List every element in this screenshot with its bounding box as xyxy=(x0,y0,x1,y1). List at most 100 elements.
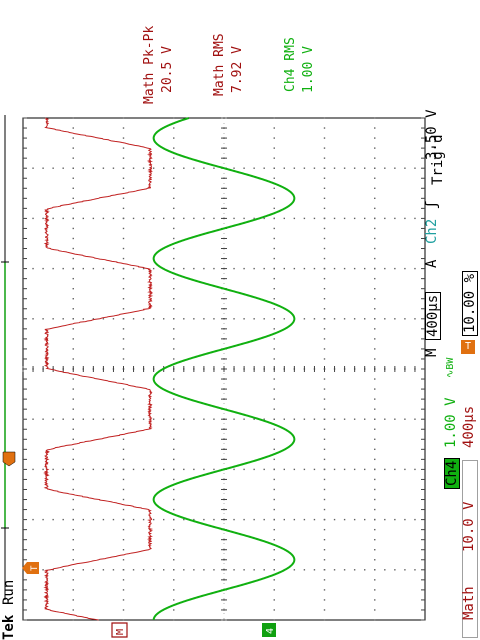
grid-dot xyxy=(73,519,74,520)
grid-dot xyxy=(264,168,265,169)
grid-dot xyxy=(304,519,305,520)
grid-dot xyxy=(73,248,74,249)
grid-dot xyxy=(324,408,325,409)
grid-dot xyxy=(143,519,144,520)
grid-dot xyxy=(123,408,124,409)
grid-dot xyxy=(143,168,144,169)
grid-dot xyxy=(314,168,315,169)
grid-dot xyxy=(173,157,174,158)
grid-dot xyxy=(414,268,415,269)
grid-dot xyxy=(123,298,124,299)
grid-dot xyxy=(123,117,124,118)
grid-dot xyxy=(123,147,124,148)
grid-dot xyxy=(123,378,124,379)
grid-dot xyxy=(173,228,174,229)
grid-dot xyxy=(374,549,375,550)
grid-dot xyxy=(83,569,84,570)
grid-dot xyxy=(274,288,275,289)
grid-dot xyxy=(153,469,154,470)
grid-dot xyxy=(364,268,365,269)
grid-dot xyxy=(324,298,325,299)
grid-dot xyxy=(173,137,174,138)
grid-dot xyxy=(253,569,254,570)
grid-dot xyxy=(133,419,134,420)
grid-dot xyxy=(173,278,174,279)
grid-dot xyxy=(334,268,335,269)
grid-dot xyxy=(324,278,325,279)
grid-dot xyxy=(73,388,74,389)
trigger-position: 10.00 % xyxy=(462,271,478,336)
grid-dot xyxy=(73,308,74,309)
math-ref-label: M xyxy=(115,629,126,635)
grid-dot xyxy=(374,248,375,249)
grid-dot xyxy=(213,318,214,319)
grid-dot xyxy=(314,268,315,269)
grid-dot xyxy=(73,579,74,580)
grid-dot xyxy=(173,419,174,420)
grid-dot xyxy=(123,439,124,440)
grid-dot xyxy=(324,519,325,520)
grid-dot xyxy=(304,168,305,169)
grid-dot xyxy=(32,218,33,219)
grid-dot xyxy=(404,168,405,169)
grid-dot xyxy=(374,539,375,540)
grid-dot xyxy=(324,569,325,570)
grid-dot xyxy=(274,127,275,128)
grid-dot xyxy=(233,168,234,169)
grid-dot xyxy=(284,318,285,319)
grid-dot xyxy=(183,318,184,319)
grid-dot xyxy=(193,218,194,219)
grid-dot xyxy=(83,419,84,420)
grid-dot xyxy=(374,147,375,148)
grid-dot xyxy=(404,519,405,520)
grid-dot xyxy=(233,268,234,269)
grid-dot xyxy=(374,519,375,520)
grid-dot xyxy=(274,599,275,600)
grid-dot xyxy=(123,318,124,319)
grid-dot xyxy=(394,318,395,319)
grid-dot xyxy=(133,569,134,570)
grid-dot xyxy=(274,489,275,490)
grid-dot xyxy=(213,569,214,570)
grid-dot xyxy=(173,398,174,399)
grid-dot xyxy=(63,519,64,520)
trigger-position-icon: T xyxy=(461,340,475,354)
timebase-mode: M xyxy=(425,349,439,357)
grid-dot xyxy=(414,218,415,219)
grid-dot xyxy=(324,188,325,189)
grid-dot xyxy=(274,268,275,269)
grid-dot xyxy=(73,328,74,329)
grid-dot xyxy=(274,439,275,440)
grid-dot xyxy=(374,579,375,580)
grid-dot xyxy=(324,579,325,580)
grid-dot xyxy=(83,469,84,470)
grid-dot xyxy=(173,268,174,269)
grid-dot xyxy=(73,268,74,269)
grid-dot xyxy=(153,569,154,570)
grid-dot xyxy=(274,509,275,510)
grid-dot xyxy=(193,469,194,470)
grid-dot xyxy=(274,499,275,500)
grid-dot xyxy=(324,238,325,239)
grid-dot xyxy=(414,318,415,319)
grid-dot xyxy=(63,469,64,470)
grid-dot xyxy=(233,469,234,470)
grid-dot xyxy=(344,318,345,319)
grid-dot xyxy=(374,429,375,430)
grid-dot xyxy=(304,318,305,319)
grid-dot xyxy=(274,589,275,590)
grid-dot xyxy=(123,358,124,359)
grid-dot xyxy=(103,268,104,269)
grid-dot xyxy=(274,539,275,540)
grid-dot xyxy=(163,569,164,570)
grid-dot xyxy=(123,348,124,349)
grid-dot xyxy=(73,449,74,450)
grid-dot xyxy=(213,419,214,420)
grid-dot xyxy=(73,198,74,199)
grid-dot xyxy=(73,147,74,148)
grid-dot xyxy=(73,619,74,620)
grid-dot xyxy=(324,549,325,550)
grid-dot xyxy=(274,579,275,580)
grid-dot xyxy=(73,569,74,570)
grid-dot xyxy=(173,238,174,239)
